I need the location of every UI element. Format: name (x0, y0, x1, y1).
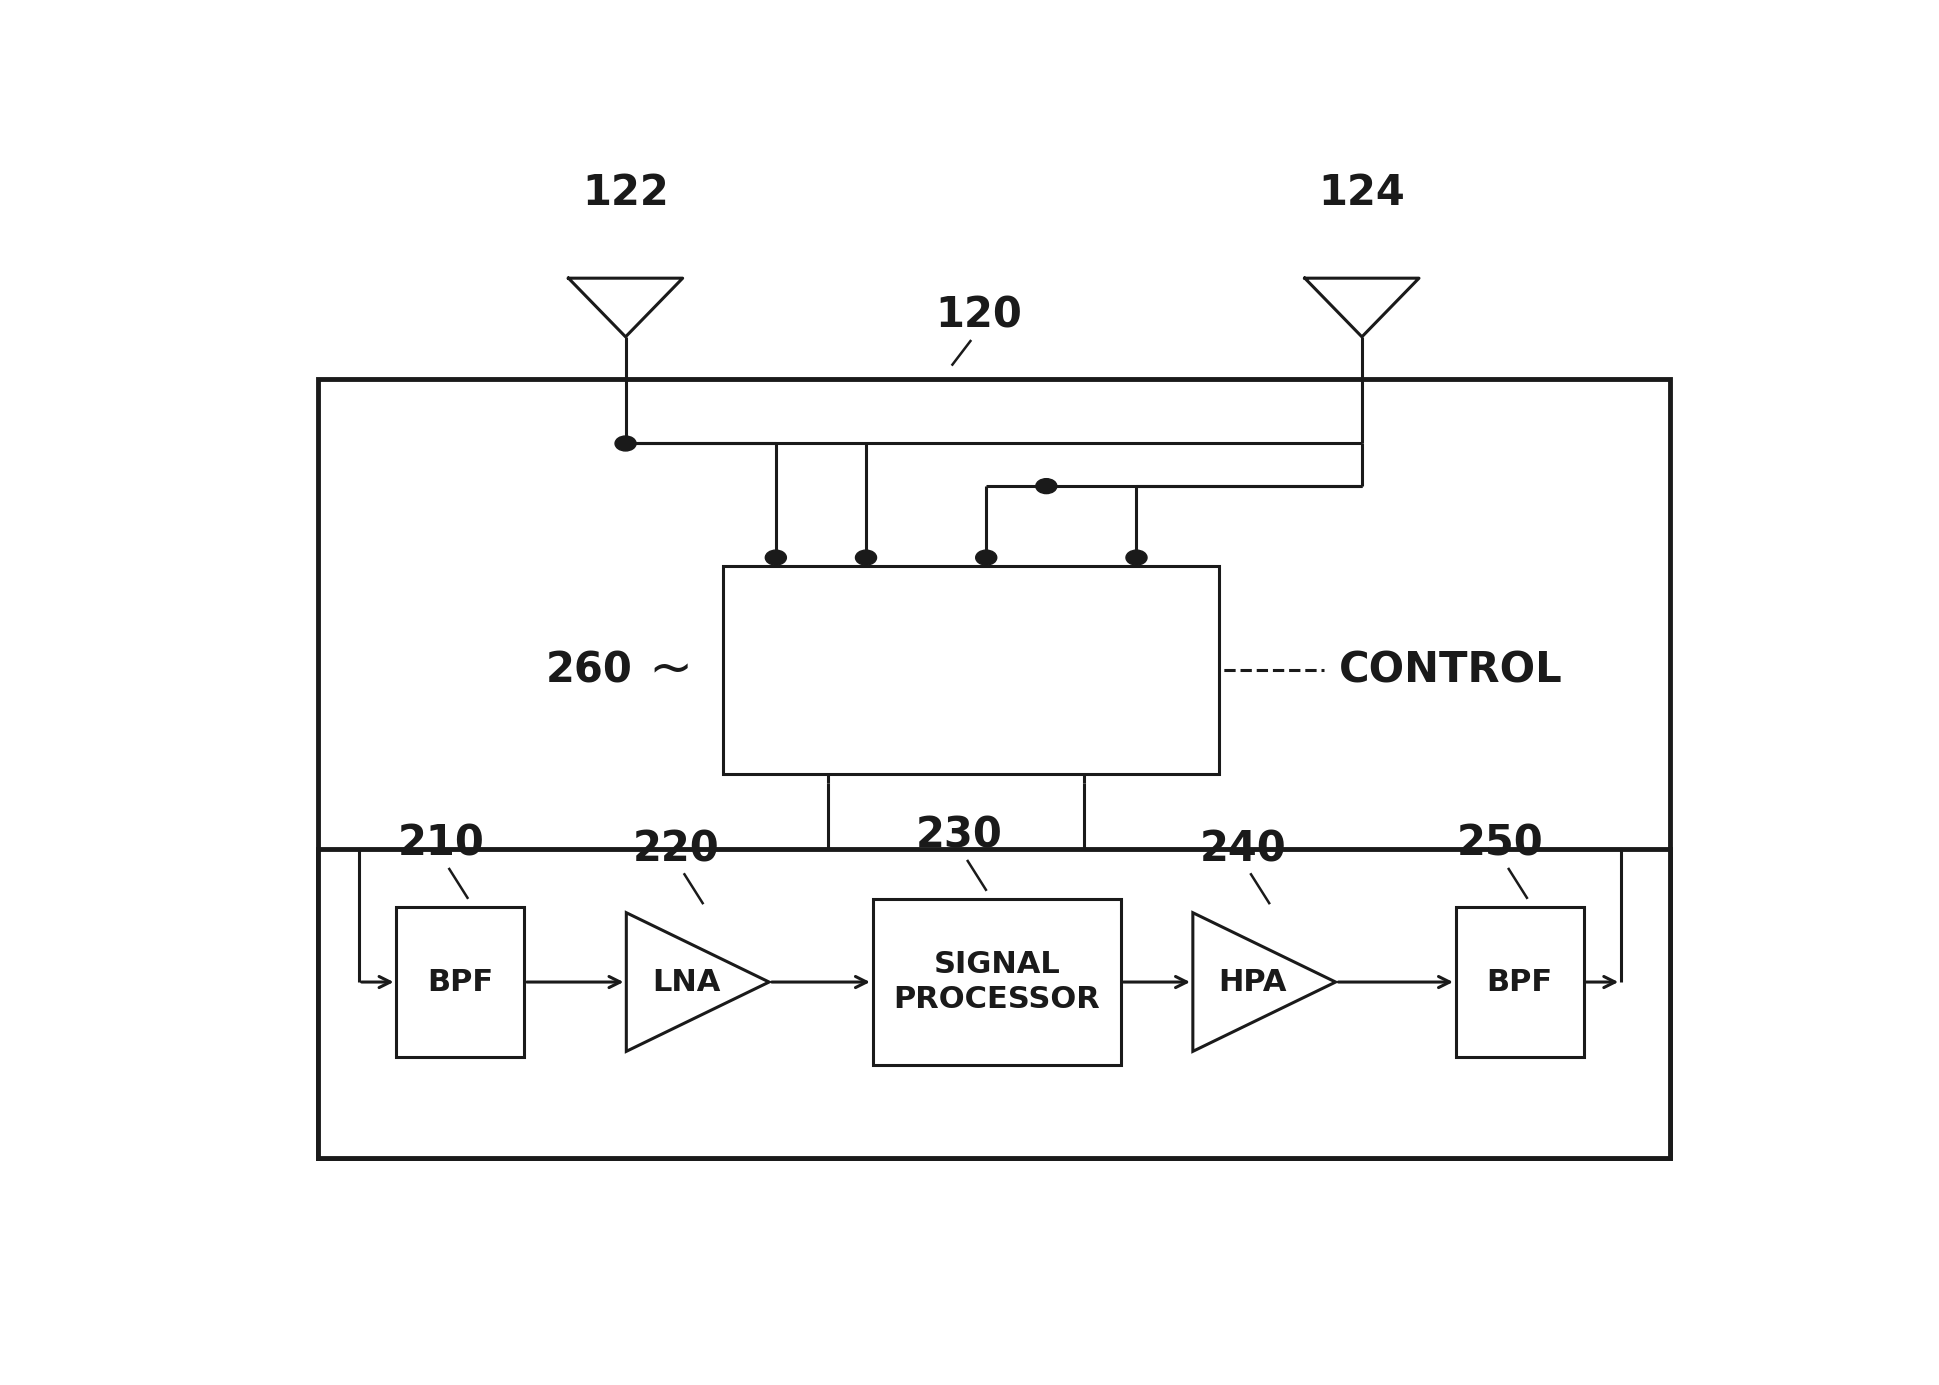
Polygon shape (626, 913, 770, 1051)
Bar (1456, 907, 1584, 1057)
Bar (318, 379, 1669, 1158)
Text: CONTROL: CONTROL (1340, 650, 1563, 691)
Circle shape (1035, 479, 1057, 493)
Circle shape (766, 550, 787, 565)
Text: 220: 220 (632, 828, 719, 870)
Circle shape (855, 550, 876, 565)
Text: 124: 124 (1319, 172, 1406, 215)
Text: HPA: HPA (1218, 968, 1287, 997)
Text: 120: 120 (935, 295, 1022, 337)
Bar (396, 907, 524, 1057)
Text: 240: 240 (1200, 828, 1286, 870)
Circle shape (975, 550, 997, 565)
Bar (318, 849, 1669, 1158)
Text: 122: 122 (582, 172, 669, 215)
Text: SIGNAL
PROCESSOR: SIGNAL PROCESSOR (894, 950, 1099, 1014)
Circle shape (1127, 550, 1148, 565)
Polygon shape (1192, 913, 1336, 1051)
Text: LNA: LNA (652, 968, 721, 997)
Bar (723, 566, 1220, 774)
Text: ~: ~ (648, 644, 692, 697)
Text: 250: 250 (1456, 823, 1543, 864)
Bar (873, 899, 1121, 1065)
Text: BPF: BPF (427, 968, 493, 997)
Text: 230: 230 (915, 814, 1002, 857)
Text: 260: 260 (547, 650, 634, 691)
Circle shape (615, 436, 636, 452)
Text: 210: 210 (397, 823, 485, 864)
Text: BPF: BPF (1487, 968, 1553, 997)
